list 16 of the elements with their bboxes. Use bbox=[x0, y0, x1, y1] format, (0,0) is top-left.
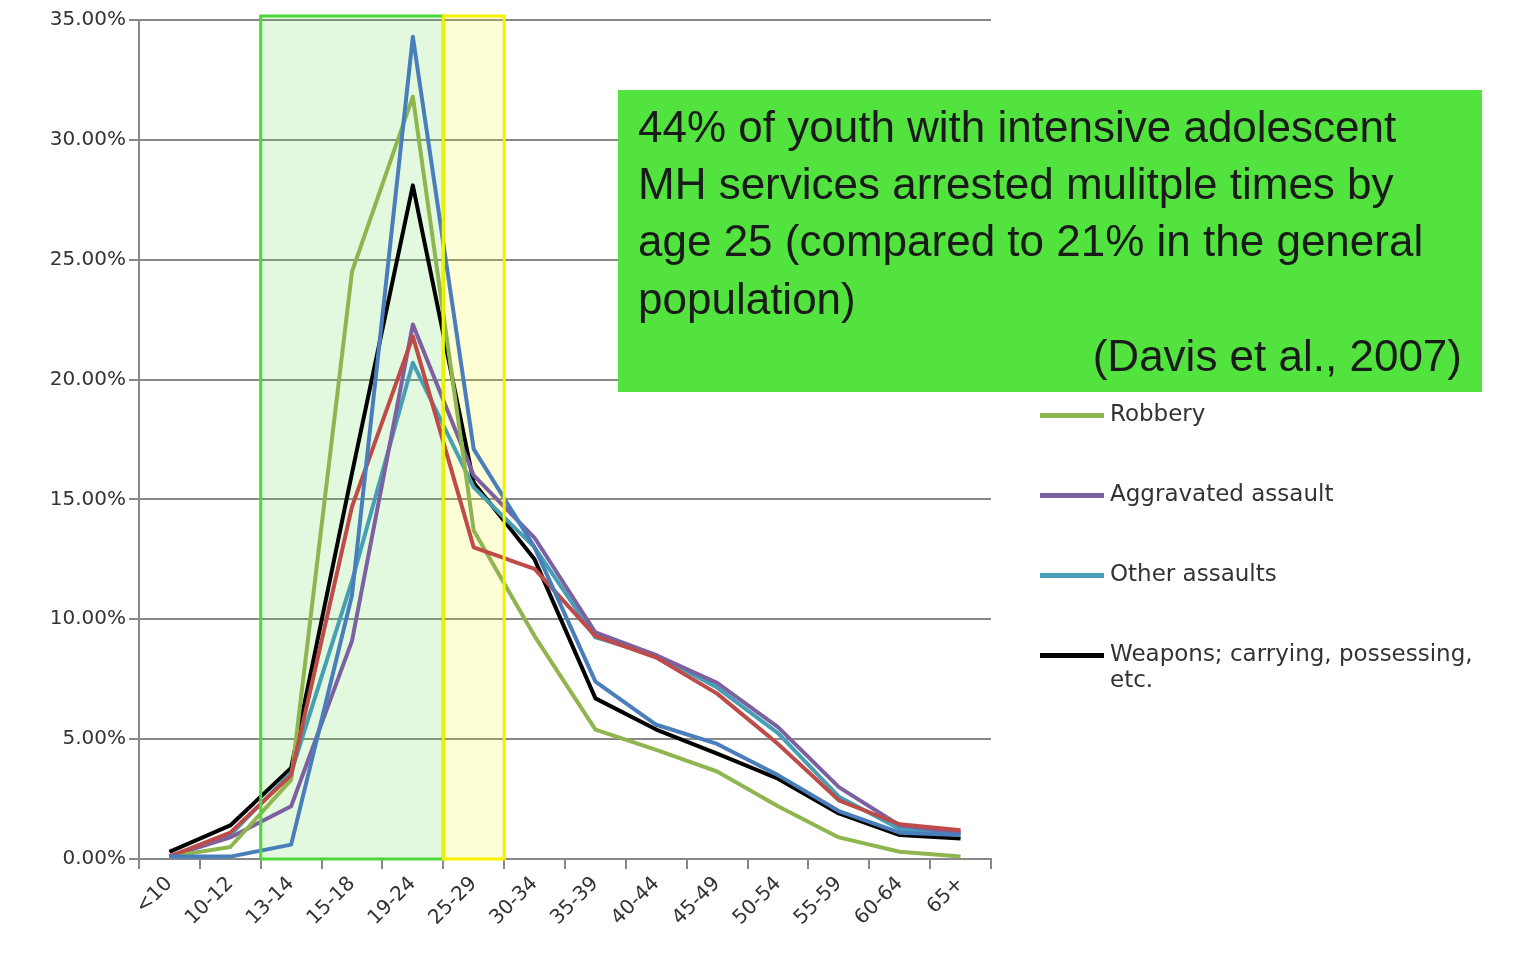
y-tick-label: 20.00% bbox=[49, 365, 126, 390]
y-tick-label: 15.00% bbox=[49, 485, 126, 510]
y-tick-label: 35.00% bbox=[49, 6, 126, 31]
y-tick-label: 5.00% bbox=[62, 725, 126, 750]
x-tick-label: <10 bbox=[129, 870, 177, 918]
y-tick-label: 10.00% bbox=[49, 605, 126, 630]
legend-label: Robbery bbox=[1110, 400, 1206, 426]
text: (Davis et al., 2007) bbox=[1091, 329, 1462, 382]
y-tick-label: 25.00% bbox=[49, 245, 126, 270]
y-tick-label: 30.00% bbox=[49, 126, 126, 151]
legend-label: Weapons; carrying, possessing, etc. bbox=[1110, 640, 1474, 692]
legend-label: Aggravated assault bbox=[1110, 480, 1334, 506]
legend-label: Other assaults bbox=[1110, 560, 1277, 586]
x-tick-label: 65+ bbox=[920, 870, 968, 918]
annotation: 44% of youth with intensive adolescent MH services arrested mulitple times by age 25 (compared to 21% in the general population) bbox=[638, 101, 1425, 325]
y-tick-label: 0.00% bbox=[62, 845, 126, 870]
